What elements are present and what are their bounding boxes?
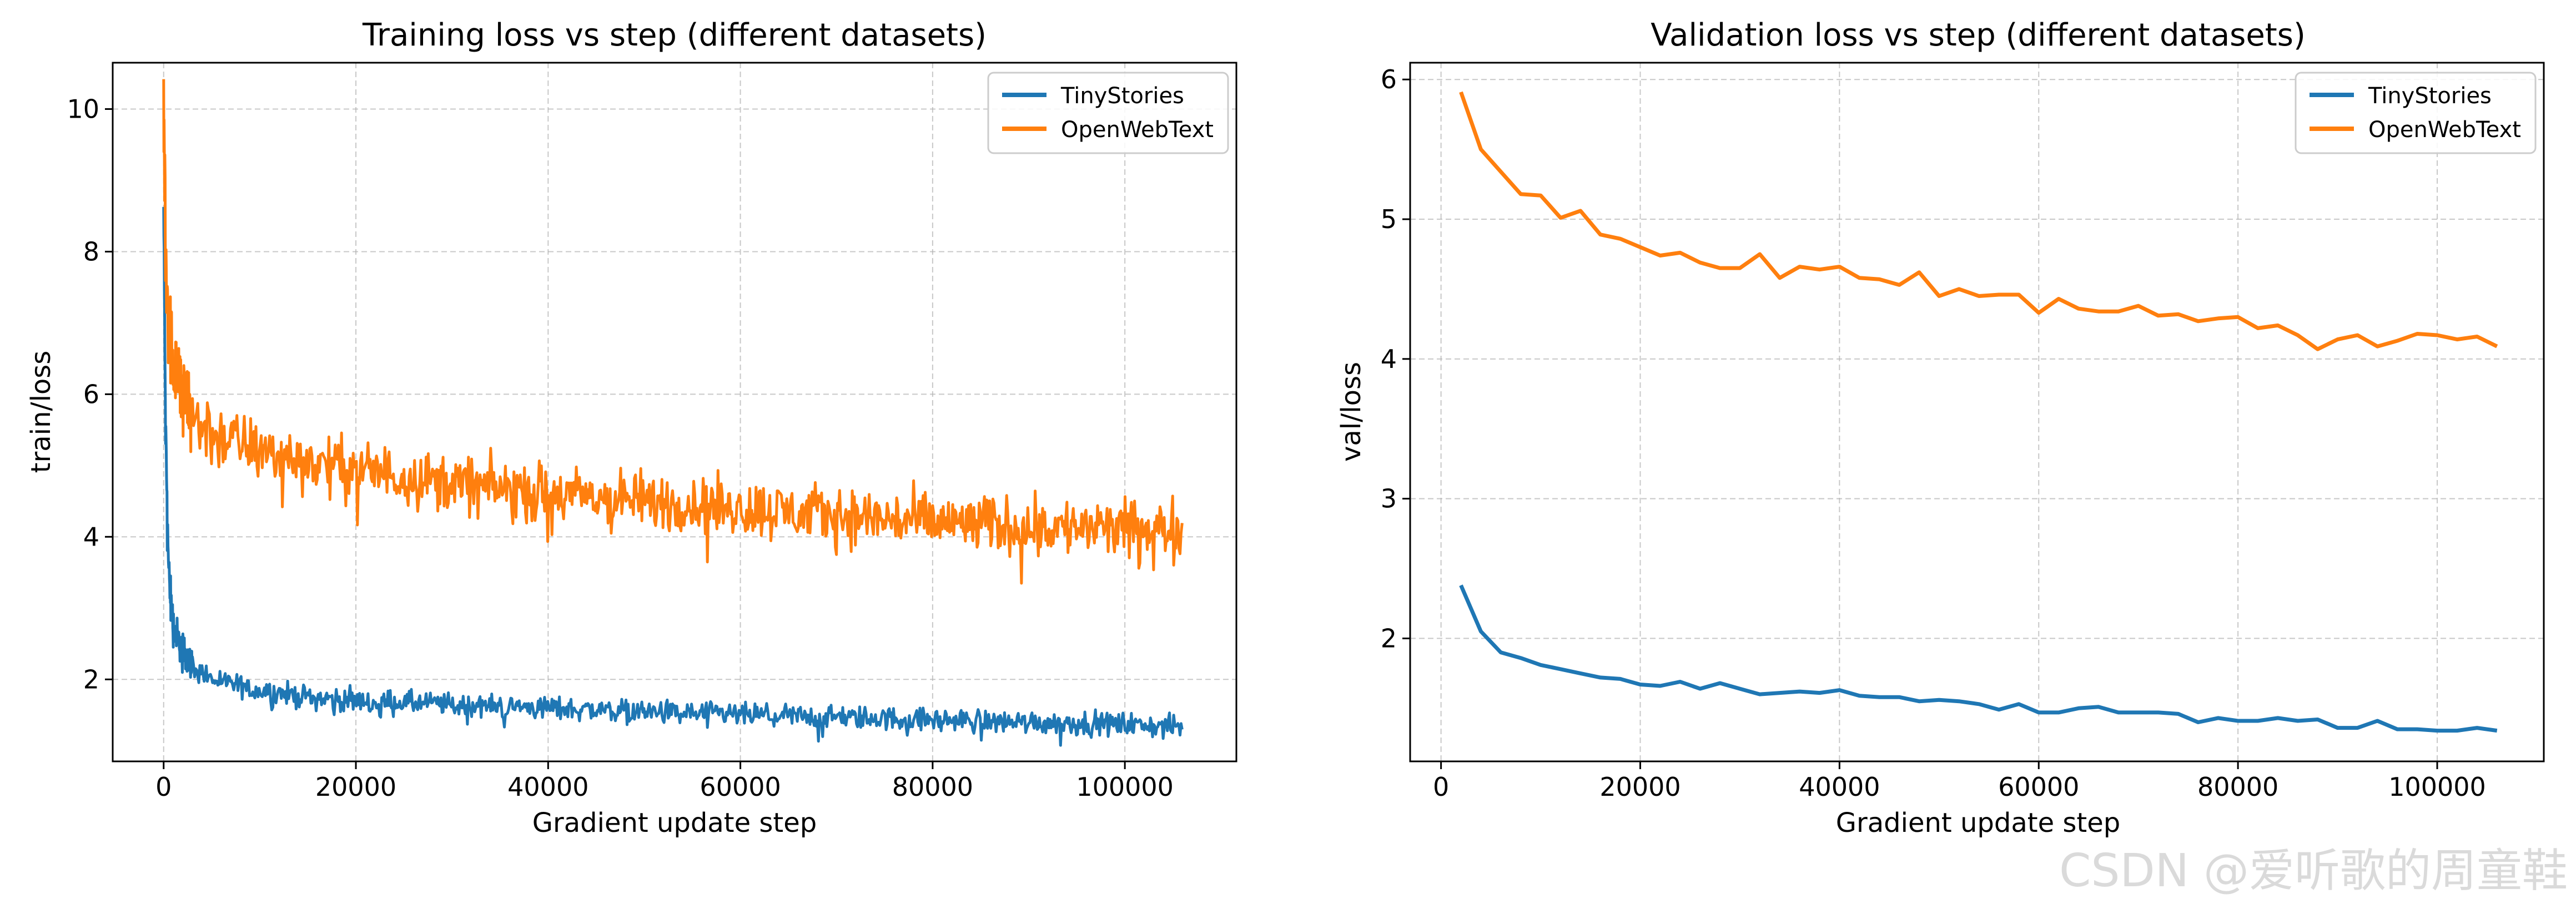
x-axis-label: Gradient update step xyxy=(532,807,817,839)
x-tick-label: 60000 xyxy=(700,772,781,802)
legend: TinyStories OpenWebText xyxy=(987,72,1229,154)
y-axis-ticks: 2 4 6 8 10 xyxy=(67,94,113,694)
chart-title: Training loss vs step (different dataset… xyxy=(362,17,987,53)
x-tick-label: 100000 xyxy=(2388,772,2486,802)
x-tick-label: 100000 xyxy=(1076,772,1174,802)
legend-box xyxy=(987,72,1229,154)
legend: TinyStories OpenWebText xyxy=(2295,72,2537,154)
series-line-tinystories xyxy=(1459,584,2498,733)
legend-label-openwebtext: OpenWebText xyxy=(2368,117,2521,143)
y-tick-label: 5 xyxy=(1381,204,1397,234)
x-axis-ticks: 0 20000 40000 60000 80000 100000 xyxy=(155,761,1174,802)
x-tick-label: 20000 xyxy=(1599,772,1681,802)
series-lines xyxy=(162,79,1184,747)
grid xyxy=(1410,63,2544,761)
y-tick-label: 4 xyxy=(1381,344,1397,374)
series-line-tinystories xyxy=(162,206,1184,747)
legend-label-openwebtext: OpenWebText xyxy=(1061,117,1214,143)
series-lines xyxy=(1459,91,2498,733)
legend-box xyxy=(2295,72,2537,154)
y-axis-label: train/loss xyxy=(26,351,57,473)
grid xyxy=(113,63,1236,761)
chart-title: Validation loss vs step (different datas… xyxy=(1651,17,2306,53)
x-tick-label: 80000 xyxy=(2197,772,2278,802)
x-tick-label: 40000 xyxy=(507,772,588,802)
y-tick-label: 2 xyxy=(83,664,99,694)
y-tick-label: 10 xyxy=(67,94,99,124)
series-line-openwebtext xyxy=(162,79,1184,585)
y-tick-label: 6 xyxy=(83,379,99,409)
series-line-openwebtext xyxy=(1459,91,2498,351)
legend-label-tinystories: TinyStories xyxy=(1060,83,1184,109)
y-tick-label: 6 xyxy=(1381,64,1397,94)
legend-label-tinystories: TinyStories xyxy=(2368,83,2492,109)
x-tick-label: 0 xyxy=(155,772,172,802)
y-tick-label: 3 xyxy=(1381,484,1397,514)
plot-frame xyxy=(1409,62,2545,762)
watermark: CSDN @爱听歌的周童鞋 xyxy=(2059,845,2568,897)
x-tick-label: 20000 xyxy=(315,772,396,802)
plot-frame xyxy=(112,62,1237,762)
x-tick-label: 80000 xyxy=(892,772,973,802)
y-tick-label: 2 xyxy=(1381,623,1397,653)
x-axis-ticks: 0 20000 40000 60000 80000 100000 xyxy=(1433,761,2486,802)
y-tick-label: 4 xyxy=(83,522,99,552)
y-axis-label: val/loss xyxy=(1336,362,1367,462)
x-tick-label: 60000 xyxy=(1998,772,2079,802)
y-axis-ticks: 2 3 4 5 6 xyxy=(1381,64,1410,653)
x-tick-label: 40000 xyxy=(1799,772,1880,802)
x-axis-label: Gradient update step xyxy=(1836,807,2120,839)
y-tick-label: 8 xyxy=(83,236,99,266)
validation-loss-chart: Validation loss vs step (different datas… xyxy=(1336,17,2545,839)
training-loss-chart: Training loss vs step (different dataset… xyxy=(26,17,1237,839)
x-tick-label: 0 xyxy=(1433,772,1449,802)
